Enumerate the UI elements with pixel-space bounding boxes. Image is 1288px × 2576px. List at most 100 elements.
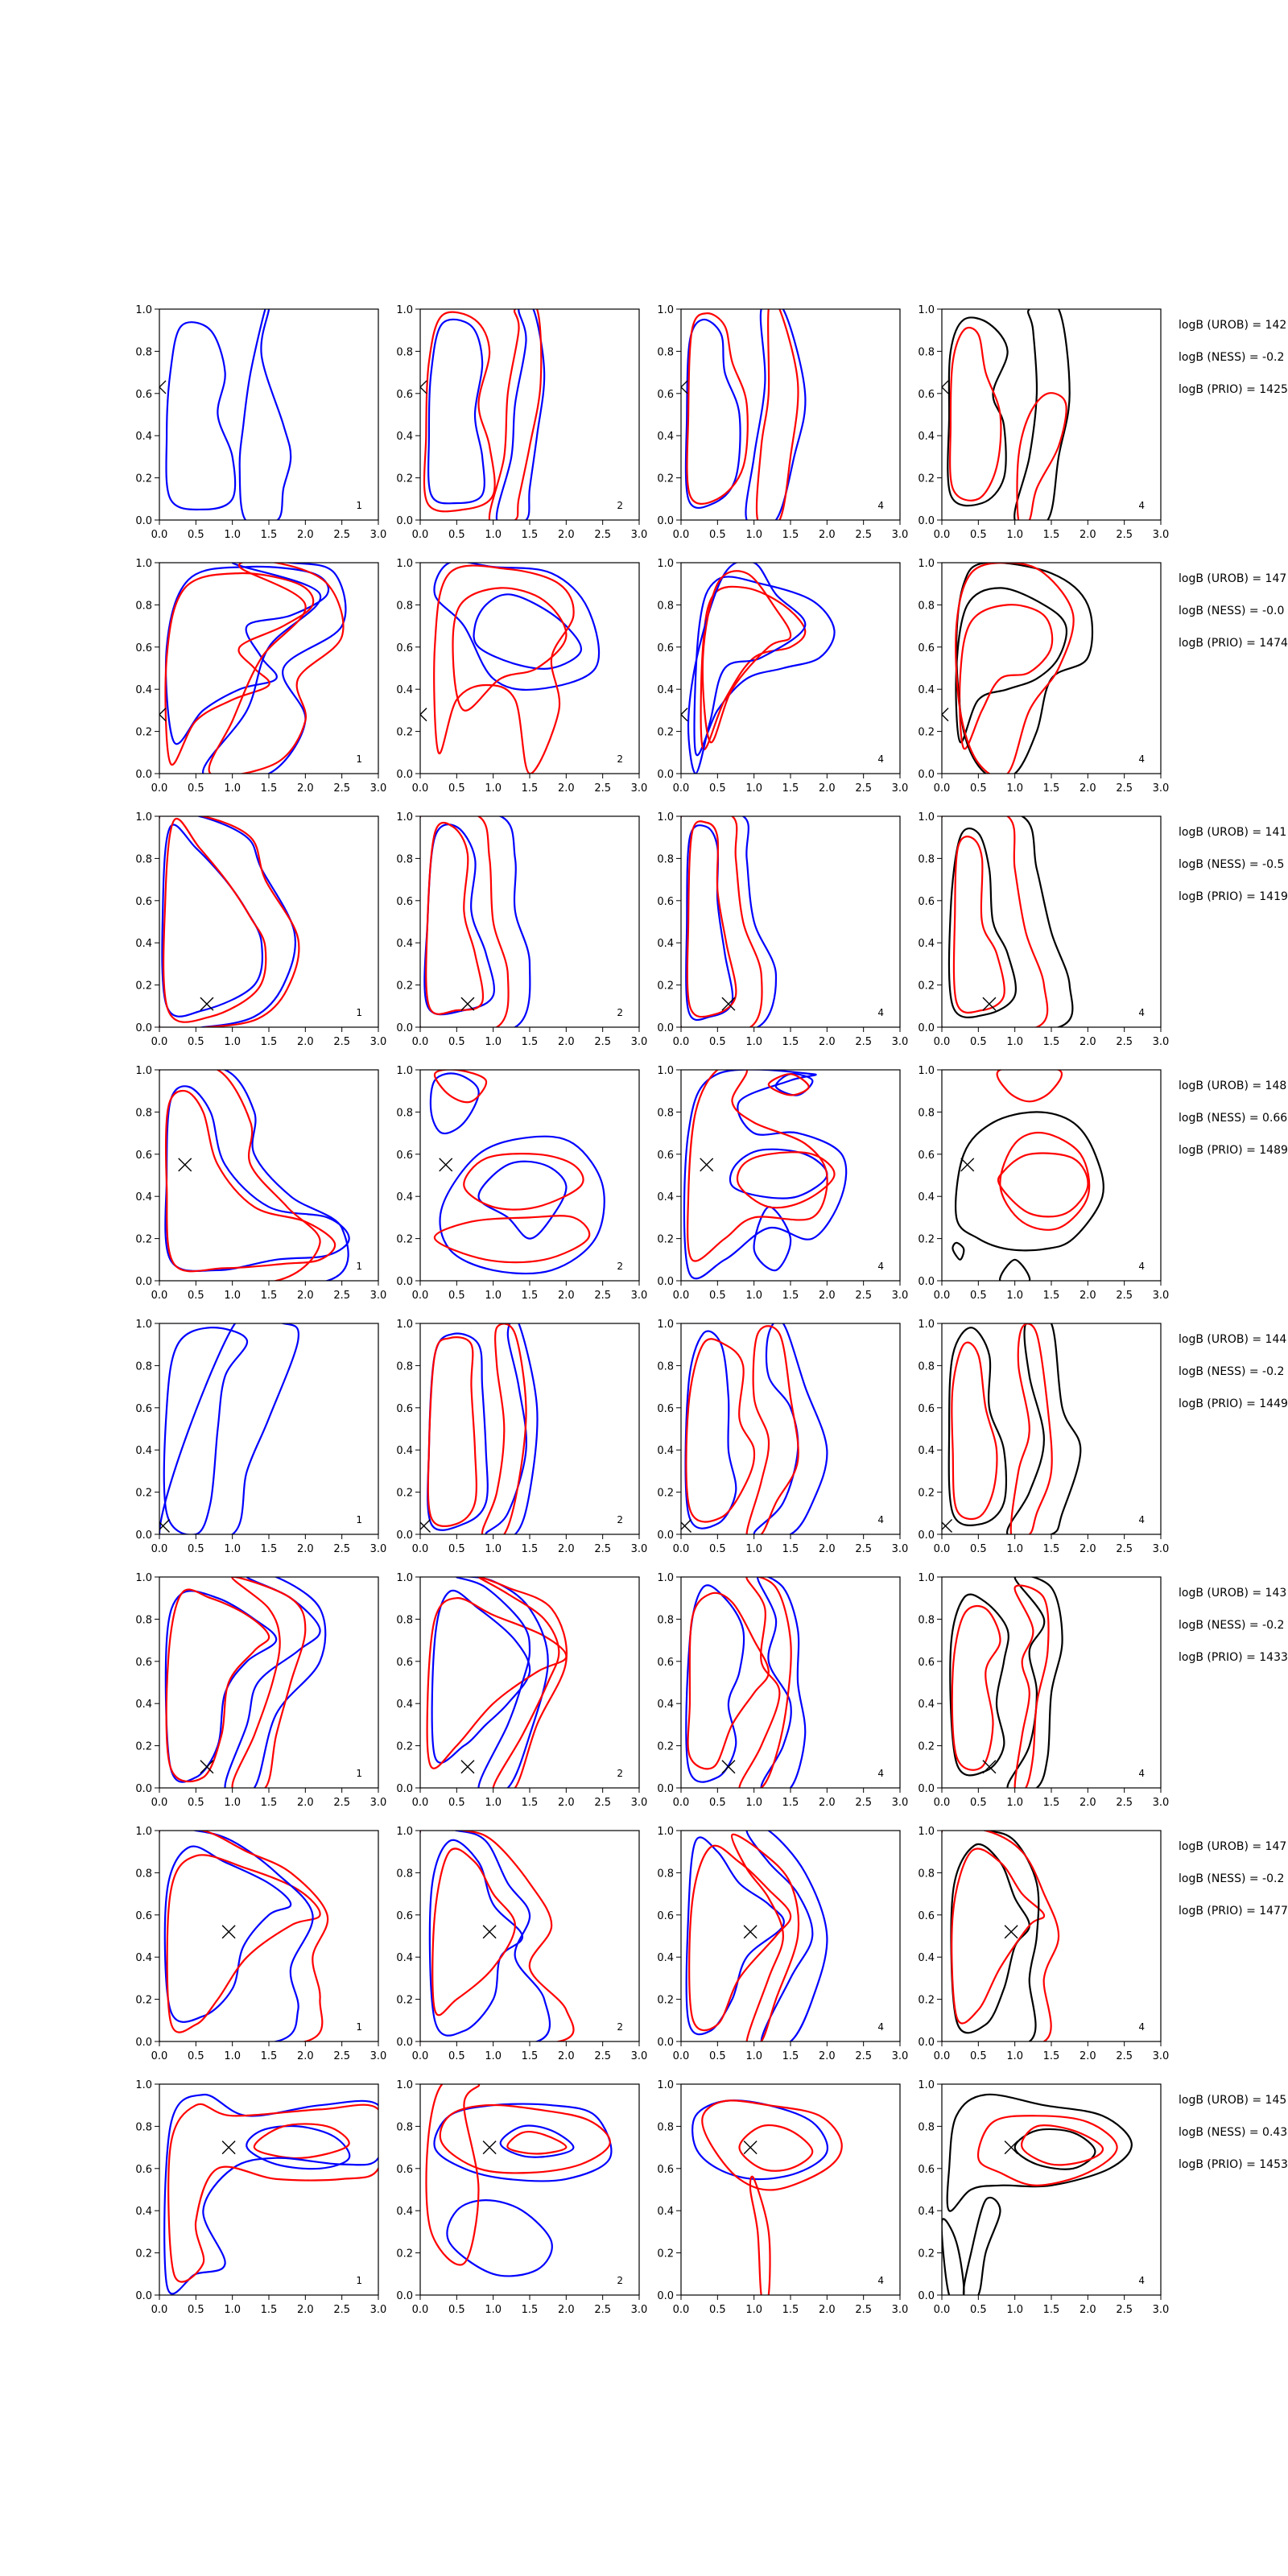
panel-number: 4 — [877, 753, 884, 765]
y-tick-label: 0.8 — [396, 600, 413, 612]
panel-r3-c4: 0.0 0.5 1.0 1.5 2.0 2.5 3.0 0.0 0.2 0.4 0.6 0.8 1.0 4 — [918, 811, 1169, 1048]
axes-frame — [941, 1323, 1162, 1535]
y-tick-label: 0.4 — [396, 684, 413, 696]
x-tick-label: 2.5 — [855, 1543, 872, 1555]
contour-group — [426, 1577, 568, 1788]
x-tick-label: 3.0 — [1153, 1543, 1170, 1555]
contour-blue — [693, 576, 836, 757]
contour-group — [159, 1323, 300, 1534]
y-tick-label: 0.8 — [918, 1107, 935, 1119]
x-tick-label: 0.5 — [188, 1290, 204, 1302]
contour-red — [942, 1831, 1060, 2041]
x-tick-label: 0.5 — [709, 2050, 726, 2062]
x-tick-label: 0.0 — [412, 1290, 429, 1302]
panel-r7-c4: 0.0 0.5 1.0 1.5 2.0 2.5 3.0 0.0 0.2 0.4 0.6 0.8 1.0 4 — [918, 1826, 1170, 2062]
contour-group — [433, 563, 601, 774]
x-marker — [159, 380, 167, 394]
contour-blue — [159, 1831, 314, 2041]
x-tick-label: 2.0 — [558, 529, 575, 541]
y-tick-label: 0.6 — [135, 1910, 152, 1922]
y-tick-label: 0.6 — [918, 1403, 935, 1415]
panel-number: 4 — [1138, 2021, 1145, 2033]
contour-blue — [473, 593, 583, 670]
contour-red — [165, 1089, 336, 1273]
x-tick-label: 1.5 — [261, 1290, 278, 1302]
contour-group — [429, 1070, 605, 1275]
axes-frame — [419, 1830, 640, 2042]
annotation-group-row-8: logB (UROB) = 145 logB (NESS) = 0.43 logB … — [1179, 2094, 1288, 2171]
y-tick-label: 0.4 — [396, 1191, 413, 1203]
axes-frame — [159, 2083, 379, 2296]
contour-blue — [163, 2093, 378, 2295]
annotation-group-row-1: logB (UROB) = 142 logB (NESS) = -0.2 logB … — [1179, 319, 1288, 396]
x-tick-label: 3.0 — [1153, 2050, 1170, 2062]
x-tick-label: 0.0 — [151, 2304, 168, 2316]
panel-r5-c1: 0.0 0.5 1.0 1.5 2.0 2.5 3.0 0.0 0.2 0.4 0.6 0.8 1.0 1 — [135, 1319, 386, 1555]
x-marker — [982, 1760, 997, 1774]
x-tick-label: 2.5 — [855, 2304, 872, 2316]
contour-red — [426, 1597, 568, 1769]
x-tick-label: 2.5 — [1116, 1290, 1133, 1302]
y-tick-label: 0.2 — [135, 1741, 152, 1753]
x-tick-label: 1.5 — [1043, 2304, 1060, 2316]
y-tick-label: 0.4 — [918, 1699, 935, 1711]
y-tick-label: 0.2 — [918, 1995, 935, 2007]
x-tick-label: 3.0 — [631, 1036, 648, 1048]
contour-red — [736, 1151, 836, 1209]
contour-red — [997, 1152, 1089, 1218]
contour-red — [959, 604, 1054, 750]
y-tick-label: 0.8 — [918, 1868, 935, 1880]
x-tick-label: 1.5 — [522, 1797, 539, 1809]
axes-frame — [941, 815, 1162, 1028]
y-tick-label: 0.4 — [918, 938, 935, 950]
x-tick-label: 1.5 — [522, 529, 539, 541]
contour-group — [684, 1323, 828, 1534]
y-tick-label: 1.0 — [657, 1065, 674, 1077]
panel-r7-c1: 0.0 0.5 1.0 1.5 2.0 2.5 3.0 0.0 0.2 0.4 0.6 0.8 1.0 1 — [135, 1826, 386, 2062]
contour-red — [996, 1070, 1063, 1103]
y-tick-label: 0.8 — [396, 1614, 413, 1626]
x-marker — [439, 1158, 453, 1172]
y-tick-label: 0.4 — [918, 684, 935, 696]
contour-blue — [163, 1327, 248, 1534]
panel-number: 4 — [877, 1514, 884, 1525]
y-tick-label: 0.0 — [918, 515, 935, 527]
contour-group — [159, 816, 300, 1027]
contour-blue — [687, 563, 807, 774]
x-tick-label: 1.0 — [745, 529, 762, 541]
panel-r2-c1: 0.0 0.5 1.0 1.5 2.0 2.5 3.0 0.0 0.2 0.4 0.6 0.8 1.0 1 — [135, 558, 386, 795]
contour-blue — [159, 1323, 300, 1534]
contour-red — [231, 1577, 307, 1788]
y-tick-label: 0.8 — [396, 1868, 413, 1880]
contour-red — [1021, 2124, 1104, 2166]
y-tick-label: 0.6 — [135, 896, 152, 908]
y-tick-label: 0.6 — [657, 1150, 674, 1162]
x-tick-label: 2.5 — [333, 2304, 350, 2316]
x-tick-label: 1.0 — [224, 1543, 241, 1555]
x-tick-label: 1.0 — [485, 2304, 502, 2316]
contour-red — [159, 816, 300, 1027]
x-tick-label: 1.0 — [1006, 529, 1023, 541]
x-tick-label: 0.0 — [934, 1797, 951, 1809]
x-tick-label: 2.5 — [855, 1036, 872, 1048]
x-tick-label: 1.0 — [224, 1797, 241, 1809]
axes-frame — [159, 308, 379, 521]
y-tick-label: 1.0 — [396, 811, 413, 824]
y-tick-label: 0.8 — [918, 2121, 935, 2133]
panel-number: 4 — [877, 1261, 884, 1272]
contour-red — [433, 1215, 591, 1264]
x-tick-label: 1.0 — [745, 1543, 762, 1555]
panel-number: 2 — [617, 1007, 623, 1018]
axes-frame — [680, 1830, 901, 2042]
contour-red — [425, 2084, 481, 2266]
x-tick-label: 0.5 — [709, 1290, 726, 1302]
y-tick-label: 0.6 — [396, 1657, 413, 1669]
y-tick-label: 1.0 — [396, 1319, 413, 1331]
contour-group — [164, 563, 347, 774]
y-tick-label: 1.0 — [657, 1572, 674, 1584]
y-tick-label: 1.0 — [135, 811, 152, 824]
contour-red — [951, 1604, 1001, 1771]
y-tick-label: 1.0 — [657, 2079, 674, 2091]
contour-red — [738, 1577, 792, 1788]
x-tick-label: 1.5 — [261, 1036, 278, 1048]
